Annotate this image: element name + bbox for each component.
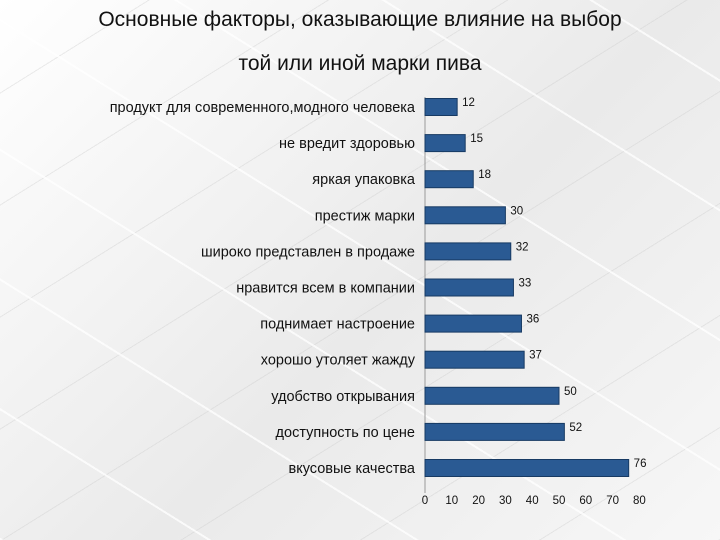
category-label: нравится всем в компании xyxy=(236,281,415,297)
x-tick-label: 80 xyxy=(633,495,646,507)
bar xyxy=(424,386,560,405)
category-label: не вредит здоровью xyxy=(279,136,415,152)
category-label: поднимает настроение xyxy=(260,317,415,333)
data-label: 52 xyxy=(569,422,582,434)
category-label: удобство открывания xyxy=(271,389,415,405)
category-label: хорошо утоляет жажду xyxy=(261,353,416,369)
category-label: продукт для современного,модного человек… xyxy=(110,100,416,116)
x-tick-label: 10 xyxy=(445,495,458,507)
bar xyxy=(424,278,514,297)
chart-title-line-2: той или иной марки пива xyxy=(238,52,482,75)
data-label: 33 xyxy=(518,278,531,290)
bar xyxy=(424,134,466,153)
data-label: 36 xyxy=(526,314,539,326)
x-tick-label: 40 xyxy=(526,495,539,507)
chart-title-line-1: Основные факторы, оказывающие влияние на… xyxy=(98,8,622,31)
category-label: престиж марки xyxy=(315,208,415,224)
bar xyxy=(424,314,522,333)
data-label: 32 xyxy=(516,241,529,253)
category-label: широко представлен в продаже xyxy=(201,244,415,260)
x-tick-label: 30 xyxy=(499,495,512,507)
bar xyxy=(424,242,512,261)
bar xyxy=(424,98,458,116)
x-tick-label: 70 xyxy=(606,495,619,507)
x-tick-label: 60 xyxy=(579,495,592,507)
category-label: вкусовые качества xyxy=(288,461,415,477)
bar xyxy=(424,206,506,225)
data-label: 15 xyxy=(470,133,483,145)
data-label: 37 xyxy=(529,350,542,362)
bar xyxy=(424,459,630,477)
data-label: 12 xyxy=(462,97,475,109)
bar xyxy=(424,170,474,189)
x-tick-label: 0 xyxy=(422,495,428,507)
data-label: 30 xyxy=(510,205,523,217)
bar xyxy=(424,350,525,369)
data-label: 18 xyxy=(478,169,491,181)
x-tick-label: 50 xyxy=(553,495,566,507)
category-label: яркая упаковка xyxy=(312,172,416,188)
x-tick-label: 20 xyxy=(472,495,485,507)
data-label: 76 xyxy=(634,458,647,470)
bar xyxy=(424,422,565,441)
data-label: 50 xyxy=(564,386,577,398)
category-label: доступность по цене xyxy=(276,425,415,441)
